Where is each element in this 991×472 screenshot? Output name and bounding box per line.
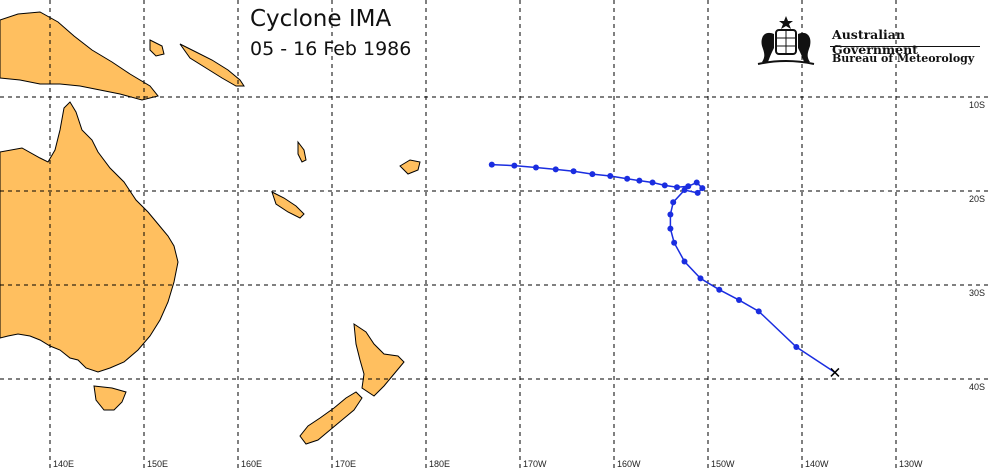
vanuatu-landmass — [297, 140, 307, 163]
new-britain-landmass — [149, 39, 165, 57]
bom-logo: Australian Government Bureau of Meteorol… — [750, 12, 985, 72]
logo-divider — [830, 46, 980, 47]
logo-government-text: Australian Government — [832, 27, 918, 57]
track-point — [607, 172, 614, 179]
track-point — [697, 275, 704, 282]
longitude-label: 140W — [805, 459, 829, 469]
cyclone-track — [488, 161, 840, 377]
tasmania-landmass — [93, 385, 127, 411]
new-zealand-north-island — [353, 322, 405, 397]
track-point — [488, 161, 495, 168]
latitude-label: 10S — [969, 100, 986, 110]
track-point — [755, 308, 762, 315]
map-title: Cyclone IMA — [250, 6, 392, 32]
track-point — [552, 166, 559, 173]
track-point — [636, 177, 643, 184]
latitude-label: 40S — [969, 382, 986, 392]
track-point — [699, 185, 706, 192]
track-point — [570, 168, 577, 175]
latitude-label: 30S — [969, 288, 986, 298]
longitude-label: 160W — [617, 459, 641, 469]
longitude-label: 170W — [523, 459, 547, 469]
new-zealand-south-island — [299, 391, 363, 445]
track-point — [685, 183, 692, 190]
solomon-islands-landmass — [179, 43, 245, 87]
track-point — [511, 162, 518, 169]
x-icon — [830, 367, 840, 377]
coat-of-arms-icon — [757, 16, 815, 65]
longitude-label: 170E — [335, 459, 357, 469]
longitude-label: 140E — [53, 459, 75, 469]
track-point — [681, 187, 688, 194]
fiji-landmass — [399, 159, 421, 175]
new-caledonia-landmass — [271, 191, 305, 219]
track-point — [661, 182, 668, 189]
australia-landmass — [0, 101, 179, 373]
track-point — [624, 175, 631, 182]
new-guinea-landmass — [0, 11, 159, 101]
map-subtitle: 05 - 16 Feb 1986 — [250, 38, 412, 60]
longitude-label: 180E — [429, 459, 451, 469]
track-point — [673, 184, 680, 191]
longitude-label: 160E — [241, 459, 263, 469]
track-point — [649, 179, 656, 186]
logo-bureau-text: Bureau of Meteorology — [832, 52, 975, 65]
latitude-label: 20S — [969, 194, 986, 204]
longitude-label: 150W — [711, 459, 735, 469]
track-point — [589, 171, 596, 178]
track-point — [694, 189, 701, 196]
track-point — [736, 297, 743, 304]
longitude-label: 130W — [899, 459, 923, 469]
track-point — [667, 211, 674, 218]
track-point — [532, 164, 539, 171]
track-point — [681, 258, 688, 265]
track-line — [491, 163, 836, 374]
track-point — [693, 179, 700, 186]
track-point — [667, 225, 674, 232]
track-point — [671, 239, 678, 246]
track-point — [793, 344, 800, 351]
landmasses — [0, 11, 421, 445]
track-point — [716, 286, 723, 293]
track-point — [670, 199, 677, 206]
longitude-label: 150E — [147, 459, 169, 469]
